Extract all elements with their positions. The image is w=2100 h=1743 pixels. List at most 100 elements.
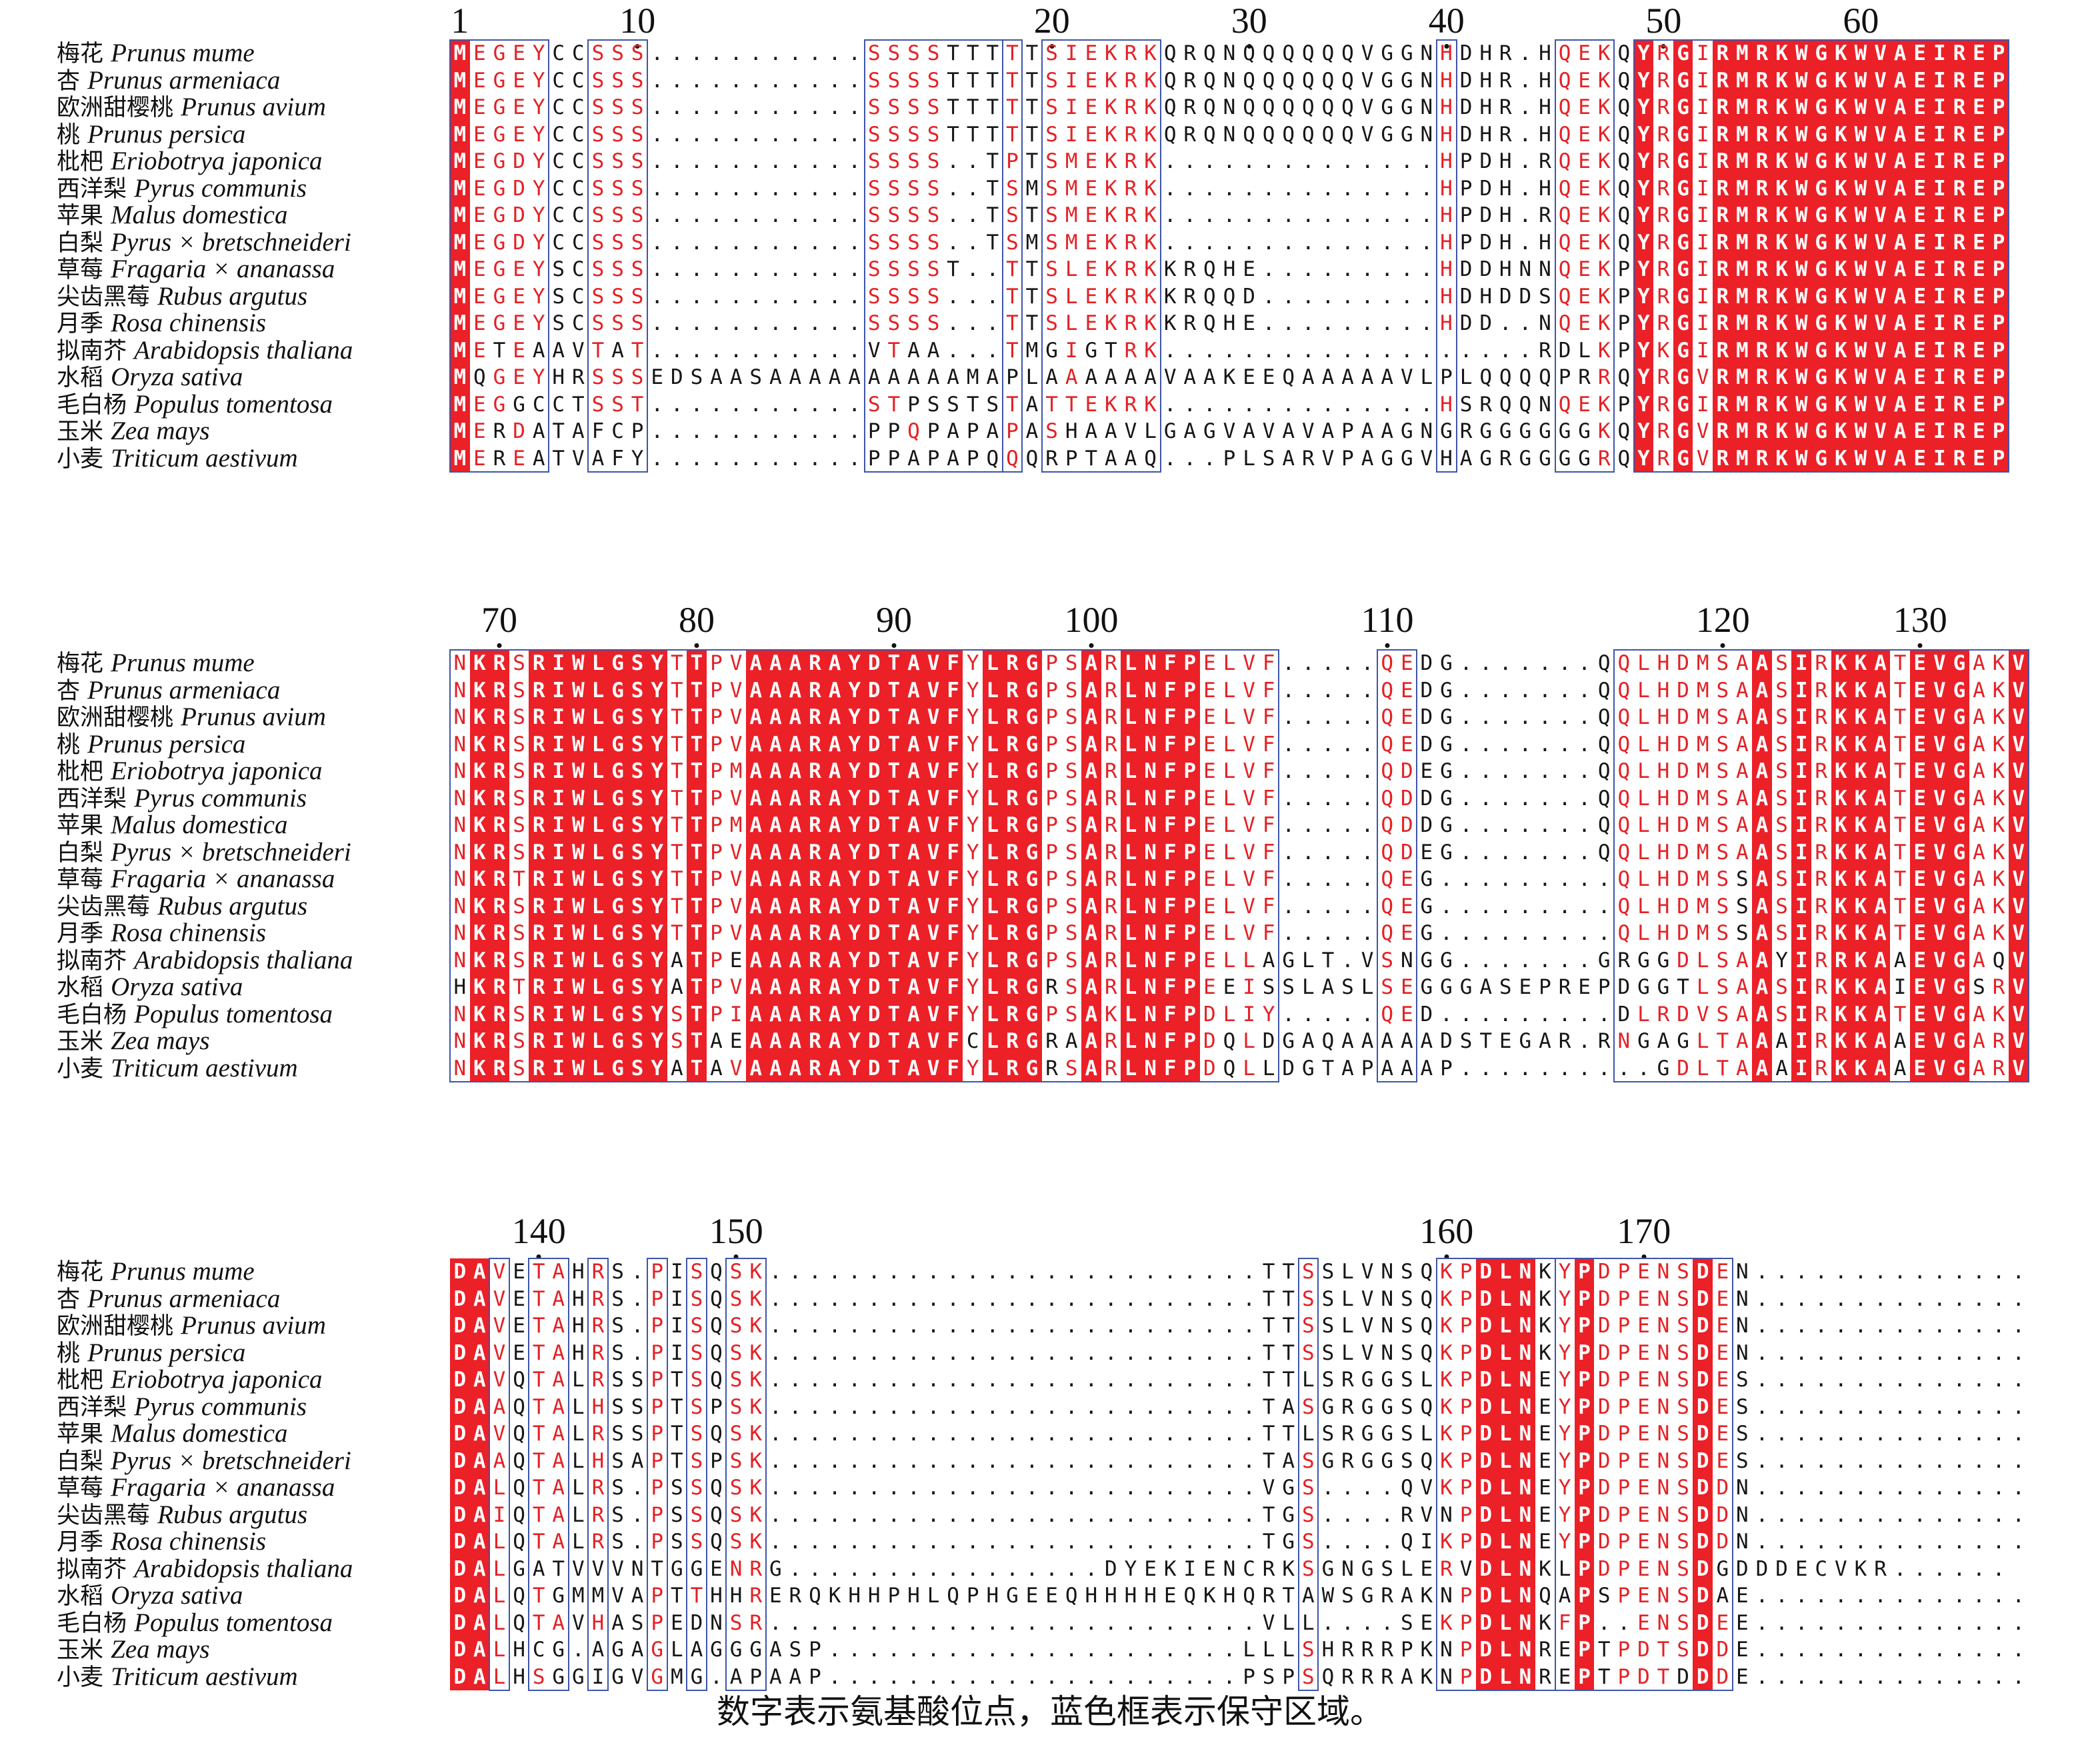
residue-cell: S xyxy=(513,705,525,729)
gap-dot: . xyxy=(1992,1394,2005,1419)
species-name-chinese: 白梨 xyxy=(57,839,111,867)
residue-cell: H xyxy=(867,1584,881,1608)
residue-cell: Y xyxy=(844,758,865,785)
residue-cell: G xyxy=(729,1638,743,1662)
residue-cell: E xyxy=(1909,283,1930,310)
species-name-latin: Prunus avium xyxy=(181,93,326,121)
gap-dot: . xyxy=(907,1422,920,1446)
residue-cell: M xyxy=(1025,230,1039,255)
residue-cell: G xyxy=(607,1000,628,1028)
residue-cell: K xyxy=(1597,338,1611,363)
residue-cell: L xyxy=(1223,732,1236,757)
residue-cell: V xyxy=(1929,704,1950,731)
residue-cell: V xyxy=(1929,677,1950,704)
residue-cell: Q xyxy=(1203,41,1216,65)
gap-dot: . xyxy=(749,446,763,471)
residue-cell: N xyxy=(1515,1663,1535,1690)
residue-cell: P xyxy=(651,1340,664,1365)
gap-dot: . xyxy=(1755,1530,1769,1554)
residue-cell: H xyxy=(1657,786,1670,811)
residue-cell: Y xyxy=(1633,175,1654,202)
residue-cell: E xyxy=(473,149,486,173)
residue-cell: A xyxy=(670,975,683,999)
residue-cell: E xyxy=(513,1340,525,1365)
gap-dot: . xyxy=(651,95,664,119)
residue-cell: Q xyxy=(1381,894,1394,918)
gap-dot: . xyxy=(848,68,861,93)
residue-cell: S xyxy=(611,68,624,93)
gap-dot: . xyxy=(1025,1448,1039,1473)
residue-cell: D xyxy=(1617,1002,1631,1026)
gap-dot: . xyxy=(828,338,841,363)
residue-cell: Y xyxy=(1558,1502,1571,1527)
residue-cell: D xyxy=(1479,257,1492,281)
residue-cell: W xyxy=(1791,418,1811,445)
residue-cell: N xyxy=(1420,41,1433,65)
residue-cell: L xyxy=(1578,338,1591,363)
gap-dot: . xyxy=(690,338,703,363)
gap-dot: . xyxy=(1282,867,1295,891)
residue-cell: Y xyxy=(1633,418,1654,445)
residue-cell: R xyxy=(1949,40,1969,67)
gap-dot: . xyxy=(729,41,743,65)
residue-cell: K xyxy=(469,731,490,758)
gap-dot: . xyxy=(1124,1394,1137,1419)
residue-cell: D xyxy=(1475,1582,1496,1610)
species-label: 枇杷 Eriobotrya japonica xyxy=(57,757,447,790)
residue-cell: R xyxy=(1597,365,1611,389)
residue-cell: K xyxy=(1831,974,1851,1001)
residue-cell: G xyxy=(1677,1029,1689,1053)
residue-cell: A xyxy=(1400,1584,1413,1608)
gap-dot: . xyxy=(789,1260,802,1284)
gap-dot: . xyxy=(1795,1476,1808,1500)
gap-dot: . xyxy=(729,203,743,227)
gap-dot: . xyxy=(1243,1476,1255,1500)
gap-dot: . xyxy=(789,1368,802,1392)
residue-cell: Y xyxy=(532,311,545,335)
residue-cell: D xyxy=(864,1000,885,1028)
residue-cell: A xyxy=(469,1474,490,1502)
gap-dot: . xyxy=(1755,1610,1769,1635)
residue-cell: G xyxy=(607,1028,628,1055)
residue-cell: S xyxy=(1716,975,1729,999)
residue-cell: R xyxy=(1539,1664,1551,1689)
gap-dot: . xyxy=(1519,230,1532,255)
gap-dot: . xyxy=(1183,392,1197,417)
residue-cell: R xyxy=(1124,338,1137,363)
residue-cell: T xyxy=(884,812,904,839)
residue-cell: T xyxy=(651,1556,664,1581)
residue-cell: I xyxy=(670,1260,683,1284)
residue-cell: T xyxy=(532,1340,545,1365)
gap-dot: . xyxy=(927,1448,940,1473)
residue-cell: A xyxy=(1341,365,1354,389)
residue-cell: D xyxy=(1597,1394,1611,1419)
residue-cell: I xyxy=(1791,866,1811,893)
residue-cell: S xyxy=(591,176,605,201)
residue-cell: R xyxy=(1124,284,1137,309)
residue-cell: E xyxy=(1736,1610,1749,1635)
gap-dot: . xyxy=(2012,1584,2025,1608)
gap-dot: . xyxy=(1006,1502,1019,1527)
residue-cell: R xyxy=(805,1054,825,1082)
residue-cell: L xyxy=(588,892,608,920)
residue-cell: V xyxy=(1361,1340,1374,1365)
residue-cell: E xyxy=(513,446,525,471)
residue-cell: V xyxy=(1361,122,1374,147)
residue-cell: R xyxy=(805,892,825,920)
residue-cell: V xyxy=(923,1000,943,1028)
residue-cell: S xyxy=(887,257,901,281)
residue-cell: L xyxy=(588,839,608,866)
residue-cell: L xyxy=(1282,1638,1295,1662)
residue-cell: R xyxy=(1124,122,1137,147)
residue-cell: S xyxy=(591,41,605,65)
residue-cell: R xyxy=(1045,446,1058,471)
gap-dot: . xyxy=(1105,1448,1117,1473)
gap-dot: . xyxy=(1321,786,1335,811)
residue-cell: I xyxy=(1791,1054,1811,1082)
residue-cell: M xyxy=(1732,40,1753,67)
residue-cell: E xyxy=(1909,920,1930,947)
residue-cell: A xyxy=(785,1028,805,1055)
residue-cell: S xyxy=(907,95,920,119)
